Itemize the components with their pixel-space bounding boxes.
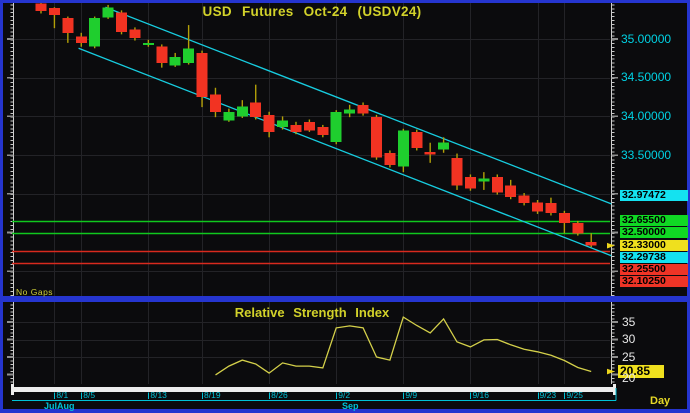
candle xyxy=(532,199,544,214)
candle xyxy=(411,129,423,151)
interval-label[interactable]: Day xyxy=(650,395,671,407)
slider-cap-right[interactable] xyxy=(613,384,616,395)
window-border-top xyxy=(0,0,690,3)
candle xyxy=(196,50,208,108)
price-axis-label: 35.00000 xyxy=(621,31,672,46)
candle xyxy=(250,84,262,120)
window-border-bottom xyxy=(0,409,690,413)
candle xyxy=(558,210,570,234)
candle xyxy=(156,44,168,68)
candle xyxy=(545,197,557,216)
date-ticks xyxy=(12,388,617,402)
candle xyxy=(48,7,60,29)
candle xyxy=(277,116,289,130)
price-tag-channel-lower-value: 32.29738 xyxy=(620,251,688,263)
candle xyxy=(102,4,114,19)
candle xyxy=(209,87,221,118)
left-ruler xyxy=(7,3,14,384)
price-tag-support-line-2: 32.10250 xyxy=(620,275,688,287)
price-tag-resistance-line-1: 32.65500 xyxy=(620,214,688,226)
date-label: 9/2 xyxy=(338,390,351,400)
no-gaps-label: No Gaps xyxy=(16,287,54,297)
grid-lines xyxy=(14,3,610,384)
date-label: 8/26 xyxy=(271,390,288,400)
candle xyxy=(142,39,154,47)
candle xyxy=(585,233,597,248)
month-label: Jul xyxy=(44,401,58,411)
candle xyxy=(303,119,315,132)
rsi-current-value-tag: 20.85 xyxy=(618,365,664,379)
price-tag-support-line-1: 32.25500 xyxy=(620,263,688,275)
rsi-line xyxy=(215,316,592,376)
candle xyxy=(505,179,517,200)
window-border-right xyxy=(687,0,690,413)
candle xyxy=(438,137,450,153)
candle xyxy=(344,104,356,118)
date-label: 8/5 xyxy=(83,390,96,400)
date-label: 9/23 xyxy=(539,390,557,400)
date-label: 9/16 xyxy=(472,390,489,400)
rsi-axis-label: 35 xyxy=(622,314,636,329)
price-axis-label: 34.50000 xyxy=(621,70,672,85)
trend-line[interactable] xyxy=(78,47,612,257)
candle xyxy=(330,110,342,145)
rsi-axis-label: 20 xyxy=(622,371,636,385)
time-slider[interactable] xyxy=(12,387,616,392)
candle xyxy=(317,124,329,138)
panel-separator[interactable] xyxy=(0,296,690,302)
candle xyxy=(424,142,436,163)
price-axis-label: 33.50000 xyxy=(621,147,672,162)
candle xyxy=(290,121,302,135)
candle xyxy=(397,128,409,173)
candle xyxy=(116,10,128,35)
candle xyxy=(357,102,369,116)
date-label: 9/9 xyxy=(405,390,418,400)
candle xyxy=(518,193,530,206)
month-label: Sep xyxy=(342,401,359,411)
chart-title: USD Futures Oct-24 (USDV24) xyxy=(202,4,422,19)
rsi-axis-label: 25 xyxy=(622,349,636,364)
candle xyxy=(62,16,74,43)
candle xyxy=(371,114,382,160)
rsi-title: Relative Strength Index xyxy=(234,305,390,320)
date-label: 8/13 xyxy=(150,390,167,400)
date-label: 8/1 xyxy=(56,390,69,400)
candle xyxy=(236,100,248,118)
candle xyxy=(572,220,584,236)
candle xyxy=(89,16,101,49)
date-label: 9/25 xyxy=(566,390,583,400)
candle xyxy=(35,2,47,14)
price-tag-last-price: 32.33000 xyxy=(620,239,688,251)
current-price-arrow-icon xyxy=(607,242,615,249)
rsi-axis-label: 30 xyxy=(622,332,636,346)
right-ruler xyxy=(611,3,618,384)
candle xyxy=(384,150,396,168)
month-label: Aug xyxy=(57,401,75,411)
slider-cap-left[interactable] xyxy=(11,384,14,395)
candle xyxy=(129,27,141,41)
date-label: 8/19 xyxy=(204,390,221,400)
candle xyxy=(491,174,503,195)
rsi-current-arrow-icon xyxy=(607,368,615,375)
candles xyxy=(35,2,597,248)
candle xyxy=(169,52,181,67)
candle xyxy=(478,172,490,190)
candle xyxy=(75,32,87,47)
candle xyxy=(464,174,476,191)
candle xyxy=(451,153,463,190)
candle xyxy=(263,111,275,138)
price-axis-label: 34.00000 xyxy=(621,108,672,123)
price-tag-resistance-line-2: 32.50000 xyxy=(620,226,688,238)
candle xyxy=(223,108,235,122)
candle xyxy=(183,25,195,65)
price-tag-channel-upper-value: 32.97472 xyxy=(620,189,688,201)
window-border-left xyxy=(0,0,3,413)
